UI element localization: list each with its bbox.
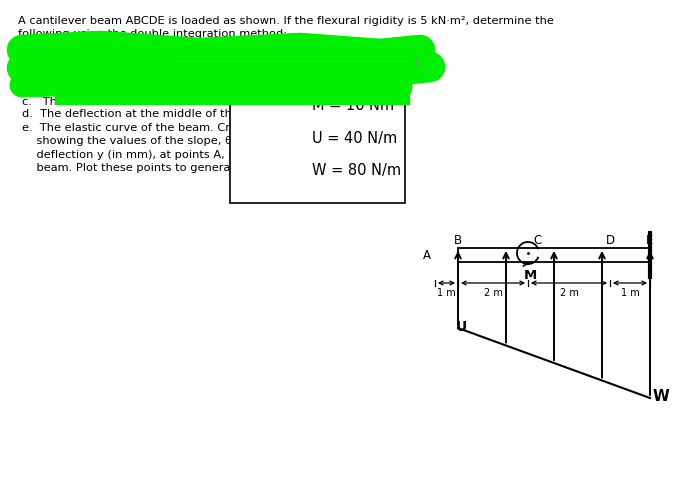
Text: W = 80 N/m: W = 80 N/m — [313, 163, 401, 178]
Text: U: U — [456, 320, 467, 334]
Text: ): ) — [413, 56, 417, 66]
Text: W: W — [653, 389, 670, 404]
Text: 2 m: 2 m — [484, 288, 503, 298]
Text: showing the values of the slope, θ (in degrees), and: showing the values of the slope, θ (in d… — [22, 136, 333, 146]
Bar — [458, 248, 650, 262]
Text: beam. Plot these points to generate the elastic curve.: beam. Plot these points to generate the … — [22, 163, 344, 173]
Bar — [55, 91, 410, 105]
Text: D: D — [605, 234, 614, 247]
Text: U = 40 N/m: U = 40 N/m — [313, 130, 398, 145]
Text: A cantilever beam ABCDE is loaded as shown. If the flexural rigidity is 5 kN·m²,: A cantilever beam ABCDE is loaded as sho… — [18, 16, 554, 26]
Text: following using the double integration method:: following using the double integration m… — [18, 29, 287, 39]
Text: 1 m: 1 m — [621, 288, 639, 298]
Text: c.   The: c. The — [22, 97, 64, 107]
Text: M: M — [524, 269, 537, 282]
Bar — [230, 73, 405, 203]
Text: B: B — [454, 234, 462, 247]
Text: 1 m: 1 m — [437, 288, 456, 298]
Text: C: C — [534, 234, 542, 247]
Text: d.  The deflection at the middle of the beam: d. The deflection at the middle of the b… — [22, 109, 274, 119]
Text: deflection y (in mm), at points A, B, C, D, and E of the: deflection y (in mm), at points A, B, C,… — [22, 149, 343, 159]
Text: e.  The elastic curve of the beam. Create a table: e. The elastic curve of the beam. Create… — [22, 123, 298, 132]
Text: M = 16 Nm: M = 16 Nm — [313, 98, 394, 113]
Text: 2 m: 2 m — [560, 288, 579, 298]
Text: E: E — [646, 234, 654, 247]
Text: A: A — [423, 249, 431, 261]
